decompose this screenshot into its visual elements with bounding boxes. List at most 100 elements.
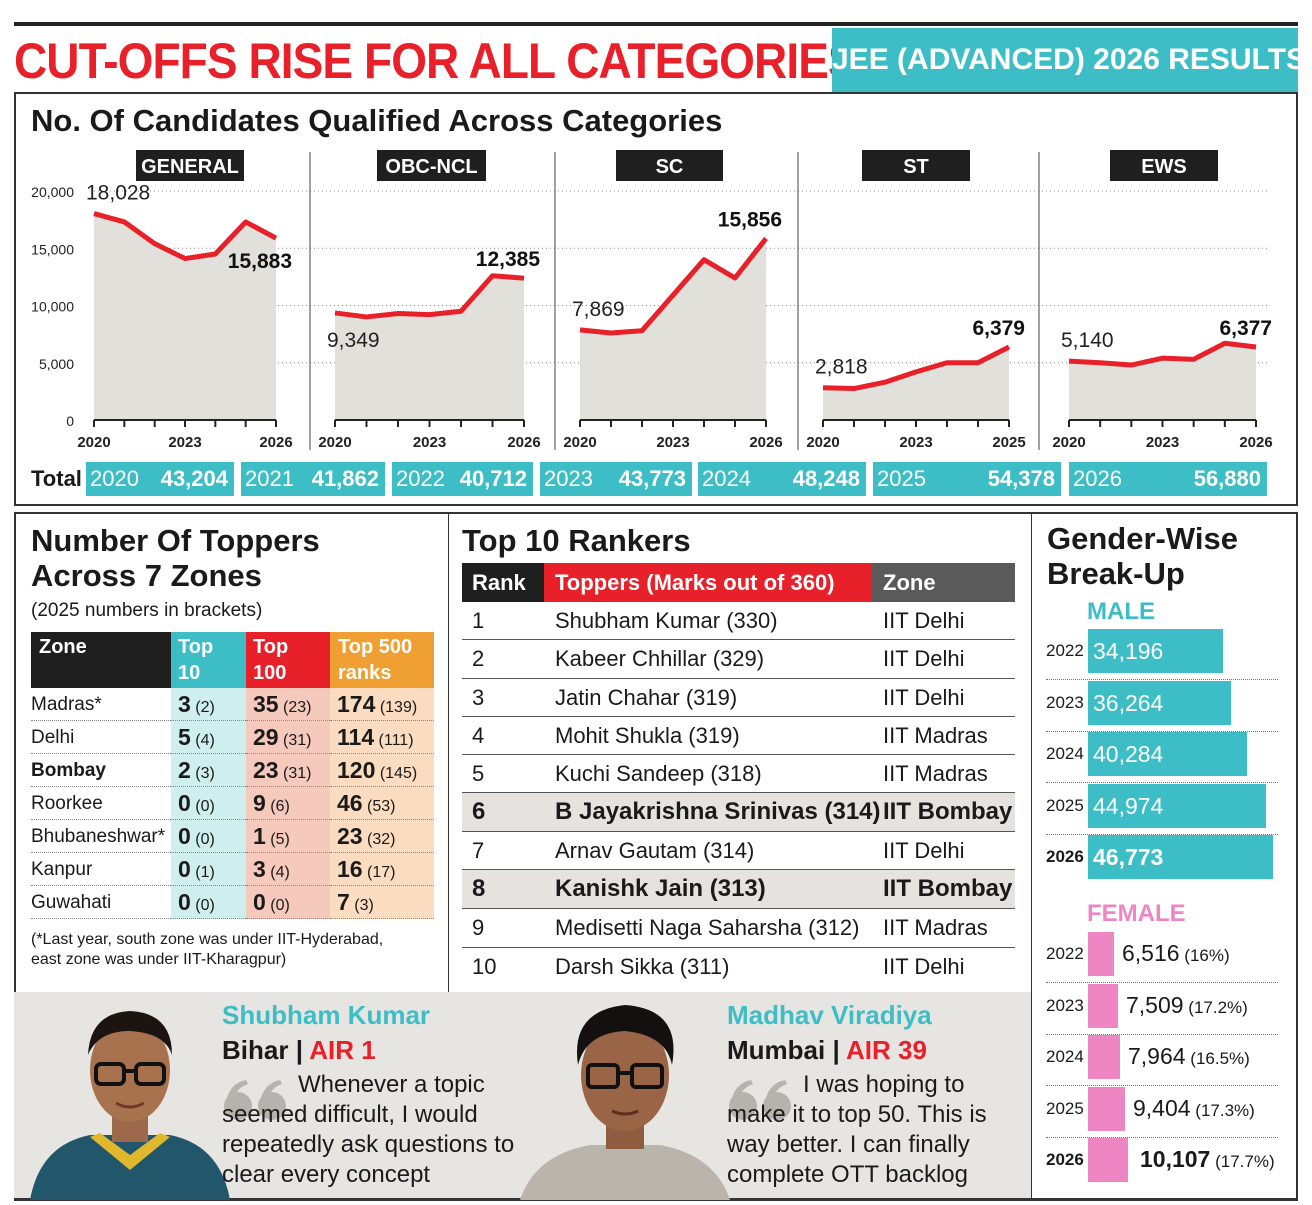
previous-year-count: (4) xyxy=(265,864,290,881)
ranker-zone: IIT Delhi xyxy=(883,838,965,863)
data-label-last: 15,883 xyxy=(228,250,292,273)
ranker-zone: IIT Delhi xyxy=(883,685,965,710)
female-count: 7,509 xyxy=(1126,992,1184,1018)
female-percent: (16%) xyxy=(1179,946,1230,965)
quote-mark-icon xyxy=(224,1080,286,1120)
ranker-row: 7 Arnav Gautam (314) IIT Delhi xyxy=(462,832,1015,870)
category-tag: EWS xyxy=(1110,150,1218,181)
female-value-label: 6,516 (16%) xyxy=(1122,940,1230,967)
area-fill xyxy=(335,275,524,420)
row-divider xyxy=(1046,679,1278,680)
top100-cell: 1 (5) xyxy=(246,820,330,853)
previous-year-count: (139) xyxy=(375,699,418,716)
ranker-name: Arnav Gautam (314) xyxy=(555,838,755,863)
profile-2-meta: Mumbai | AIR 39 xyxy=(727,1035,927,1066)
category-tag-label: SC xyxy=(656,156,684,178)
top100-cell: 35 (23) xyxy=(246,688,330,721)
top500-cell: 120 (145) xyxy=(330,754,434,787)
row-divider xyxy=(1046,834,1278,835)
ranker-row: 8 Kanishk Jain (313) IIT Bombay xyxy=(462,870,1015,909)
ranker-name: Jatin Chahar (319) xyxy=(555,685,738,710)
row-divider xyxy=(1046,782,1278,783)
zones-header-top10: Top 10 ranks xyxy=(171,632,246,710)
qualified-charts: 20,000 15,000 10,000 5,000 0 GENERAL 2020 2023 2… xyxy=(31,150,1273,451)
ranker-zone: IIT Delhi xyxy=(883,954,965,979)
zones-panel xyxy=(14,512,448,992)
top500-cell: 7 (3) xyxy=(330,886,434,919)
x-tick-label: 2020 xyxy=(77,434,110,451)
data-label-first: 9,349 xyxy=(327,329,380,352)
top10-cell: 0 (0) xyxy=(171,820,246,853)
profile-2-name: Madhav Viradiya xyxy=(727,1000,932,1030)
male-year: 2025 xyxy=(1046,796,1084,815)
ranker-row: 6 B Jayakrishna Srinivas (314) IIT Bombay xyxy=(462,793,1015,832)
ranker-row: 2 Kabeer Chhillar (329) IIT Delhi xyxy=(462,640,1015,679)
previous-year-count: (145) xyxy=(375,765,418,782)
male-bar: 40,284 xyxy=(1088,732,1247,776)
zones-footnote-line-2: east zone was under IIT-Kharagpur) xyxy=(31,951,287,968)
ranker-rank: 8 xyxy=(472,875,486,902)
zone-name: Bhubaneshwar* xyxy=(31,820,171,853)
category-tag: SC xyxy=(616,150,723,181)
previous-year-count: (4) xyxy=(190,732,215,749)
male-year: 2022 xyxy=(1046,641,1084,660)
ranker-rank: 2 xyxy=(472,646,485,671)
x-tick-label: 2023 xyxy=(1146,434,1179,451)
rankers-header-toppers: Toppers (Marks out of 360) xyxy=(544,563,872,602)
row-divider xyxy=(1046,1085,1278,1086)
female-value-label: 7,509 (17.2%) xyxy=(1126,992,1248,1019)
total-label: Total xyxy=(31,466,82,491)
total-value: 43,773 xyxy=(618,466,686,491)
zones-footnote-line-1: (*Last year, south zone was under IIT-Hy… xyxy=(31,931,384,948)
y-tick-label: 0 xyxy=(66,413,74,429)
total-year: 2024 xyxy=(702,466,751,491)
ranker-zone: IIT Bombay xyxy=(883,875,1013,902)
total-value: 56,880 xyxy=(1193,466,1261,491)
total-cell: 2023 43,773 xyxy=(540,462,692,496)
zone-label: Bhubaneshwar* xyxy=(31,826,166,847)
top10-cell: 0 (0) xyxy=(171,886,246,919)
rank-count: 16 xyxy=(337,856,363,882)
data-label-last: 6,379 xyxy=(972,317,1025,340)
rank-count: 46 xyxy=(337,790,363,816)
female-value-label: 7,964 (16.5%) xyxy=(1128,1043,1250,1070)
zone-name: Bombay xyxy=(31,754,171,787)
top100-cell: 3 (4) xyxy=(246,853,330,886)
data-label-last: 6,377 xyxy=(1219,317,1272,340)
data-label-first: 5,140 xyxy=(1061,329,1114,352)
zone-label: Guwahati xyxy=(31,892,112,913)
male-bar: 36,264 xyxy=(1088,681,1231,725)
female-percent: (17.3%) xyxy=(1190,1101,1255,1120)
ranker-rank: 1 xyxy=(472,608,485,633)
female-year: 2023 xyxy=(1046,996,1084,1015)
total-year: 2020 xyxy=(90,466,139,491)
ranker-zone: IIT Madras xyxy=(883,915,988,940)
ranker-row: 1 Shubham Kumar (330) IIT Delhi xyxy=(462,602,1015,640)
top100-cell: 29 (31) xyxy=(246,721,330,754)
total-cell: 2026 56,880 xyxy=(1069,462,1267,496)
total-year: 2021 xyxy=(245,466,294,491)
top100-cell: 9 (6) xyxy=(246,787,330,820)
ranker-rank: 10 xyxy=(472,954,497,979)
previous-year-count: (0) xyxy=(190,831,215,848)
female-count: 6,516 xyxy=(1122,940,1180,966)
ranker-name: Darsh Sikka (311) xyxy=(555,954,730,979)
ranker-name: Kuchi Sandeep (318) xyxy=(555,761,762,786)
rankers-title: Top 10 Rankers xyxy=(462,523,691,558)
previous-year-count: (111) xyxy=(374,732,414,749)
rank-count: 1 xyxy=(253,823,266,849)
previous-year-count: (2) xyxy=(190,699,215,716)
zone-label: Delhi xyxy=(31,727,75,748)
data-label-first: 2,818 xyxy=(815,356,868,379)
x-tick-label: 2026 xyxy=(507,434,540,451)
rank-count: 5 xyxy=(178,724,191,750)
category-tag: OBC-NCL xyxy=(377,150,486,181)
female-count: 7,964 xyxy=(1128,1043,1186,1069)
female-count: 10,107 xyxy=(1140,1146,1211,1172)
rank-count: 0 xyxy=(178,856,191,882)
ranker-rank: 6 xyxy=(472,798,486,825)
top500-cell: 114 (111) xyxy=(330,721,434,754)
x-tick-label: 2020 xyxy=(318,434,351,451)
area-fill xyxy=(580,238,766,420)
previous-year-count: (23) xyxy=(278,699,312,716)
